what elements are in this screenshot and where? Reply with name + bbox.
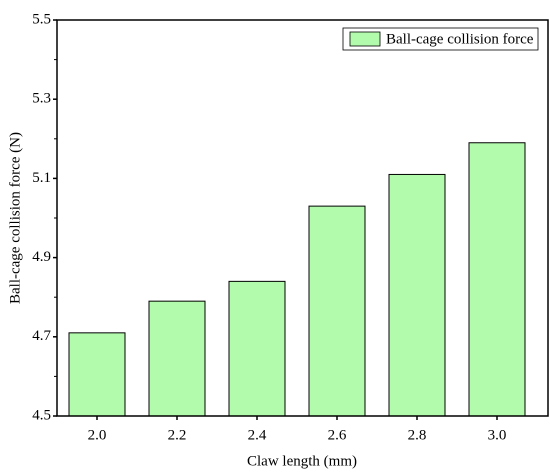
bar [388,173,446,417]
y-tick-label: 5.3 [32,91,51,107]
x-axis-label: Claw length (mm) [247,453,357,469]
x-tick-label: 2.8 [408,427,427,443]
legend-label: Ball-cage collision force [386,31,534,47]
bar [228,280,286,417]
legend-swatch [349,31,381,47]
plot-frame [56,19,549,417]
y-tick-label: 5.1 [32,170,51,186]
legend-box [342,27,539,51]
y-tick-label: 5.5 [32,11,51,27]
x-tick-label: 3.0 [488,427,507,443]
y-tick-label: 4.9 [32,249,51,265]
y-axis-label: Ball-cage collision force (N) [7,132,23,304]
x-tick-label: 2.2 [168,427,187,443]
bar [68,332,126,417]
bar [468,142,526,417]
y-tick-label: 4.5 [32,407,51,423]
bar [148,300,206,417]
bar [308,205,366,417]
x-tick-label: 2.4 [248,427,267,443]
x-tick-label: 2.6 [328,427,347,443]
x-tick-label: 2.0 [88,427,107,443]
y-tick-label: 4.7 [32,328,51,344]
